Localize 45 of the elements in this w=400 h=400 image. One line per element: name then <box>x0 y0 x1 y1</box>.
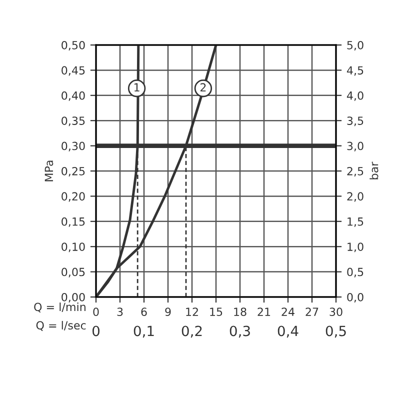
y2-axis-title: bar <box>370 162 378 180</box>
x2-tick-label: 0 <box>92 326 100 336</box>
y2-tick-label: 1,5 <box>348 218 364 227</box>
x2-tick-label: 0,1 <box>134 326 154 338</box>
y-tick-label: 0,00 <box>62 292 85 303</box>
y-tick-label: 0,05 <box>62 268 85 278</box>
x-axis-title: Q = l/min <box>34 302 86 312</box>
x2-tick-label: 0,2 <box>182 326 202 338</box>
y2-tick-label: 0,0 <box>347 292 364 303</box>
annotation: 2 <box>200 83 206 92</box>
y-tick-label: 0,40 <box>62 91 85 101</box>
annotation: 1 <box>134 83 140 92</box>
y-tick-label: 0,25 <box>62 166 85 177</box>
y2-tick-label: 2,5 <box>347 166 364 177</box>
y-axis-title: MPa <box>44 160 54 182</box>
y2-tick-label: 1,0 <box>348 242 364 252</box>
x2-tick-label: 0,3 <box>230 326 250 338</box>
x-tick-label: 0 <box>93 308 99 316</box>
x-tick-label: 9 <box>165 308 171 316</box>
x-tick-label: 12 <box>186 308 198 316</box>
y2-tick-label: 2,0 <box>347 192 364 202</box>
x-tick-label: 21 <box>258 308 270 316</box>
y2-tick-label: 3,0 <box>347 142 364 152</box>
y-tick-label: 0,15 <box>62 217 85 227</box>
x-tick-label: 27 <box>306 308 318 316</box>
x-tick-label: 30 <box>330 308 342 316</box>
y-tick-label: 0,50 <box>62 40 85 51</box>
y-tick-label: 0,10 <box>62 242 85 252</box>
x2-tick-label: 0,5 <box>326 326 346 338</box>
y-tick-label: 0,45 <box>62 66 85 76</box>
y-tick-label: 0,20 <box>62 192 85 202</box>
y2-tick-label: 3,5 <box>347 116 364 126</box>
x2-tick-label: 0,4 <box>278 326 298 338</box>
y2-tick-label: 4,5 <box>346 66 364 76</box>
x-tick-label: 18 <box>234 308 246 316</box>
x2-axis-title: Q = l/sec <box>36 320 86 331</box>
x-tick-label: 3 <box>117 308 123 316</box>
y2-tick-label: 5,0 <box>347 40 364 51</box>
y-tick-label: 0,35 <box>62 116 85 126</box>
y-tick-label: 0,30 <box>62 142 85 152</box>
y2-tick-label: 4,0 <box>346 91 364 101</box>
x-tick-label: 6 <box>141 308 147 316</box>
x-tick-label: 15 <box>210 308 222 316</box>
x-tick-label: 24 <box>282 308 294 316</box>
y2-tick-label: 0,5 <box>347 268 364 278</box>
